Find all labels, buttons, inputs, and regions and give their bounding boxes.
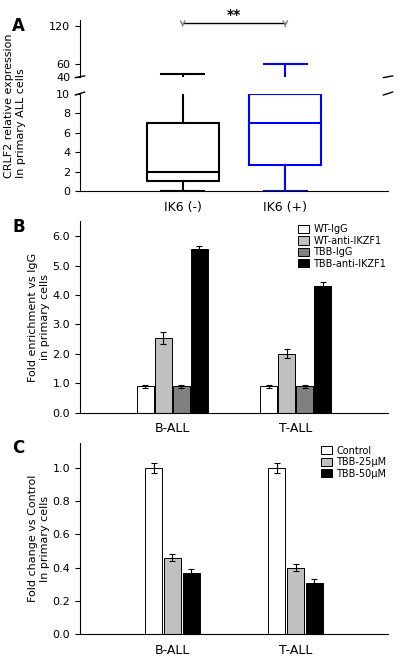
Bar (137, 386, 154, 413)
Bar (287, 568, 304, 634)
Bar (147, 123, 219, 181)
Text: CRLF2 relative expression
In primary ALL cells: CRLF2 relative expression In primary ALL… (4, 34, 26, 178)
Bar (145, 468, 162, 634)
Text: **: ** (227, 8, 241, 22)
Bar (314, 286, 331, 413)
Legend: WT-IgG, WT-anti-IKZF1, TBB-IgG, TBB-anti-IKZF1: WT-IgG, WT-anti-IKZF1, TBB-IgG, TBB-anti… (298, 224, 386, 269)
Bar (278, 354, 295, 413)
Bar (268, 468, 286, 634)
Legend: Control, TBB-25μM, TBB-50μM: Control, TBB-25μM, TBB-50μM (320, 446, 386, 478)
Y-axis label: Fold change vs Control
In primary cells: Fold change vs Control In primary cells (28, 475, 50, 602)
Bar (155, 338, 172, 413)
Text: B: B (12, 217, 25, 236)
Bar (191, 250, 208, 413)
Text: C: C (12, 439, 24, 457)
Bar (250, 93, 321, 165)
Bar (182, 572, 200, 634)
Bar (306, 582, 323, 634)
Bar (296, 386, 313, 413)
Bar (173, 386, 190, 413)
Text: A: A (12, 17, 25, 36)
Bar (260, 386, 277, 413)
Y-axis label: Fold enrichment vs IgG
in primary cells: Fold enrichment vs IgG in primary cells (28, 252, 50, 382)
Bar (164, 558, 181, 634)
